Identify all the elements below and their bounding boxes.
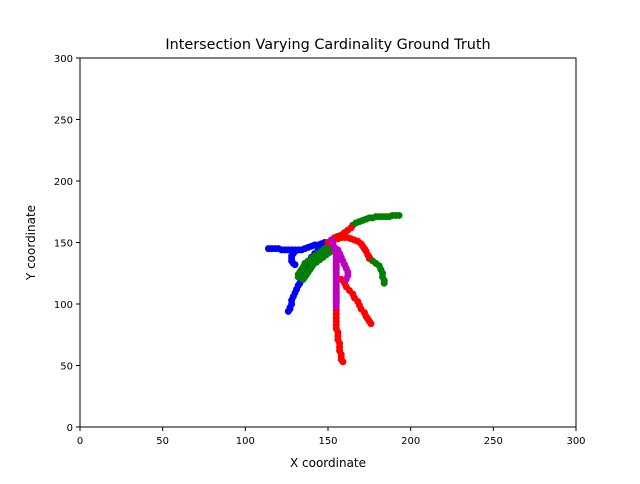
data-point <box>380 279 388 287</box>
chart-title: Intersection Varying Cardinality Ground … <box>165 37 490 53</box>
y-axis: 0 50 100 150 200 250 300 <box>54 54 80 434</box>
y-tick-label: 250 <box>54 116 73 127</box>
data-point <box>367 320 375 328</box>
x-axis: 0 50 100 150 200 250 300 <box>77 427 586 447</box>
data-points <box>264 211 403 366</box>
x-tick-label: 100 <box>236 436 255 447</box>
data-point <box>332 302 340 310</box>
x-tick-label: 150 <box>318 436 337 447</box>
data-point <box>286 305 294 313</box>
y-axis-label: Y coordinate <box>24 205 38 281</box>
data-point <box>365 253 373 261</box>
series-3 <box>327 236 352 310</box>
y-tick-label: 200 <box>54 177 73 188</box>
x-tick-label: 250 <box>484 436 503 447</box>
data-point <box>395 211 403 219</box>
data-point <box>342 275 350 283</box>
data-point <box>339 358 347 366</box>
x-axis-label: X coordinate <box>290 456 366 470</box>
y-tick-label: 100 <box>54 300 73 311</box>
x-tick-label: 200 <box>401 436 420 447</box>
data-point <box>299 275 307 283</box>
data-point <box>291 261 299 269</box>
y-tick-label: 150 <box>54 239 73 250</box>
y-tick-label: 0 <box>67 423 73 434</box>
y-tick-label: 50 <box>60 362 73 373</box>
plot-frame <box>79 57 577 428</box>
x-tick-label: 0 <box>77 436 83 447</box>
series-2 <box>324 224 375 366</box>
data-point <box>347 224 355 232</box>
x-tick-label: 50 <box>156 436 169 447</box>
x-tick-label: 300 <box>566 436 585 447</box>
y-tick-label: 300 <box>54 54 73 65</box>
